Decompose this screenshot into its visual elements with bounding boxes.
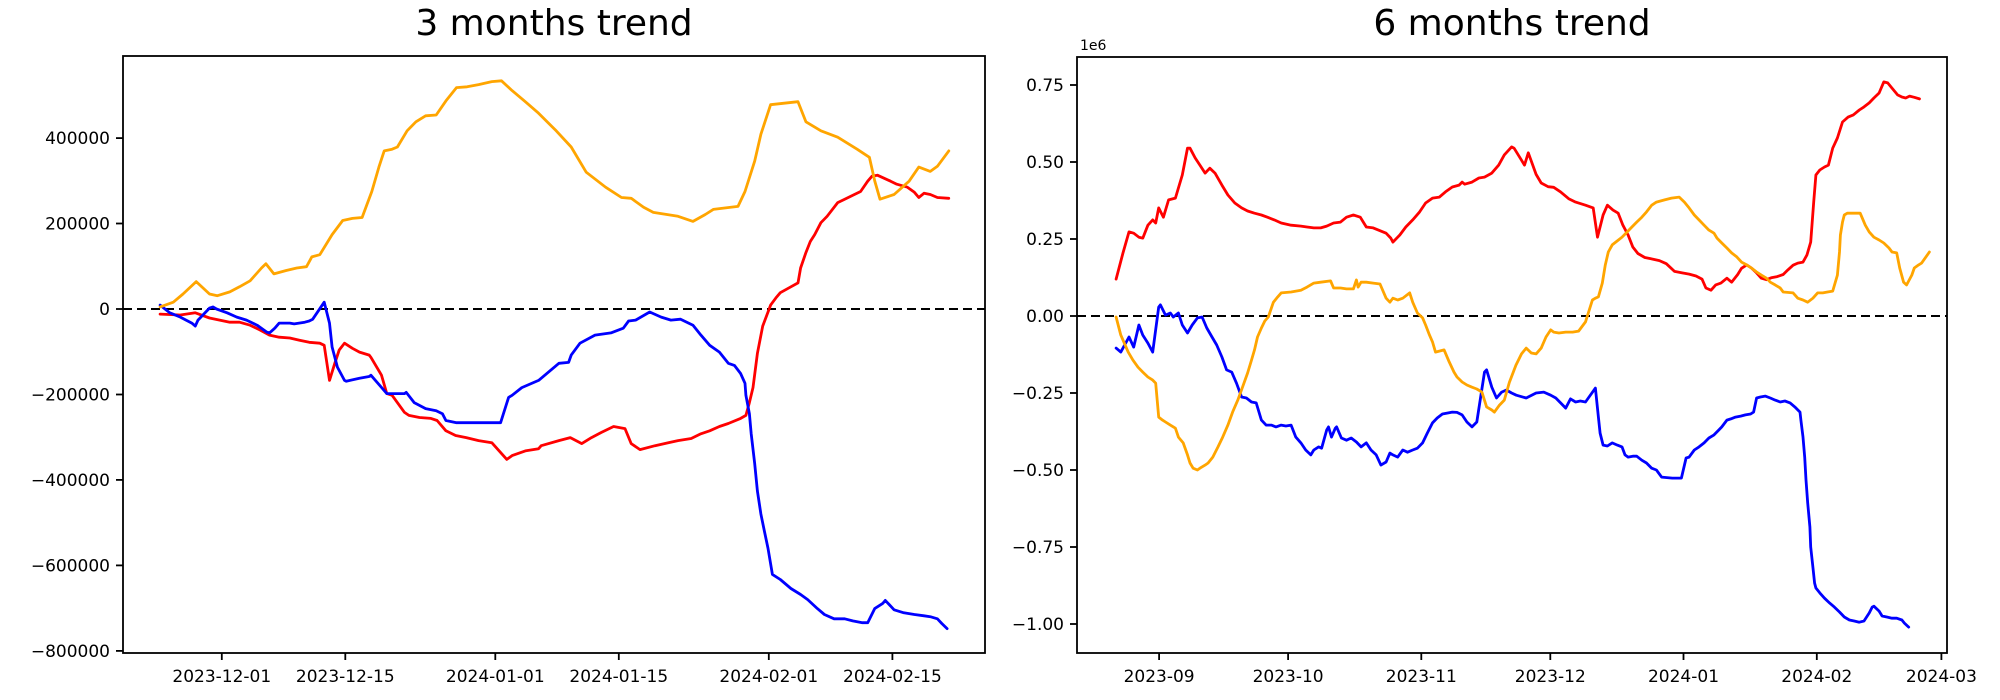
y-tick-label: −800000 <box>31 642 110 662</box>
y-tick-label: 0.25 <box>1026 230 1064 250</box>
x-tick-label: 2023-12-15 <box>296 667 395 687</box>
chart-title-6-months: 6 months trend <box>1373 3 1651 44</box>
chart-title-3-months: 3 months trend <box>415 3 693 44</box>
x-tick-label: 2024-03 <box>1906 667 1977 687</box>
x-tick-label: 2024-02-15 <box>843 667 942 687</box>
series-red-line <box>158 173 951 461</box>
x-tick-label: 2024-01 <box>1648 667 1719 687</box>
x-tick-label: 2024-02 <box>1781 667 1852 687</box>
series-blue-line <box>1114 303 1911 629</box>
x-tick-label: 2023-10 <box>1253 667 1324 687</box>
series-orange-line <box>1114 195 1931 472</box>
x-tick-label: 2023-09 <box>1124 667 1195 687</box>
y-tick-label: −400000 <box>31 471 110 491</box>
y-tick-label: −1.00 <box>1012 615 1064 635</box>
y-tick-label: 400000 <box>45 129 110 149</box>
y-tick-label: 0.00 <box>1026 307 1064 327</box>
y-tick-label: −0.50 <box>1012 461 1064 481</box>
y-tick-label: 200000 <box>45 215 110 235</box>
y-tick-label: 0 <box>99 300 110 320</box>
y-tick-label: 0.75 <box>1026 76 1064 96</box>
y-tick-label: −600000 <box>31 556 110 576</box>
x-tick-label: 2024-01-15 <box>569 667 668 687</box>
x-tick-label: 2024-02-01 <box>719 667 818 687</box>
series-red-line <box>1114 80 1921 292</box>
y-axis-offset-label: 1e6 <box>1080 38 1107 54</box>
x-tick-label: 2023-11 <box>1386 667 1457 687</box>
y-tick-label: −0.75 <box>1012 538 1064 558</box>
y-tick-label: −0.25 <box>1012 384 1064 404</box>
y-tick-label: −200000 <box>31 386 110 406</box>
series-blue-line <box>158 300 949 630</box>
series-orange-line <box>158 79 951 309</box>
x-tick-label: 2024-01-01 <box>446 667 545 687</box>
y-tick-label: 0.50 <box>1026 153 1064 173</box>
x-tick-label: 2023-12-01 <box>172 667 271 687</box>
x-tick-label: 2023-12 <box>1515 667 1586 687</box>
